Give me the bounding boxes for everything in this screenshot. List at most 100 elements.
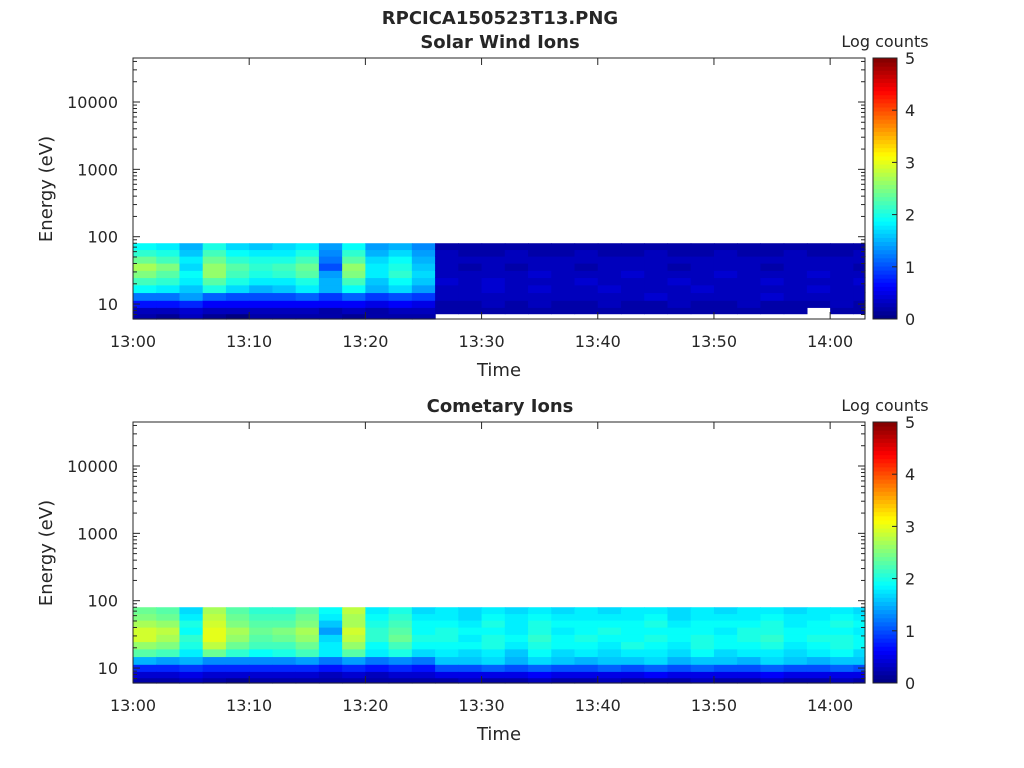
heatmap-cell — [621, 292, 645, 301]
heatmap-cell — [179, 277, 204, 286]
heatmap-cell — [365, 313, 390, 320]
heatmap-cell — [667, 607, 692, 615]
heatmap-cell — [388, 641, 413, 650]
heatmap-cell — [156, 656, 181, 665]
heatmap-cell — [435, 249, 459, 257]
heatmap-cell — [737, 648, 762, 658]
heatmap-cell — [597, 664, 622, 672]
heatmap-cell — [202, 270, 227, 279]
colorbar-segment — [873, 650, 897, 655]
heatmap-cell — [179, 620, 204, 628]
heatmap-cell — [574, 641, 599, 650]
colorbar-segment — [873, 119, 897, 124]
heatmap-cell — [853, 307, 866, 315]
x-tick-label: 13:40 — [575, 696, 621, 715]
heatmap-cell — [597, 613, 622, 621]
heatmap-cell — [551, 243, 576, 251]
colorbar-segment — [873, 94, 897, 100]
heatmap-cell — [133, 627, 157, 635]
colorbar-segment — [873, 139, 897, 145]
heatmap-cell — [388, 256, 413, 264]
heatmap-cell — [504, 300, 529, 308]
colorbar-frame — [872, 421, 898, 684]
heatmap-cell — [179, 300, 204, 308]
heatmap-cell — [737, 677, 762, 684]
heatmap-cell — [365, 627, 390, 635]
heatmap-cell — [551, 620, 576, 628]
heatmap-cell — [272, 243, 297, 251]
heatmap-cell — [272, 313, 297, 320]
heatmap-cell — [249, 620, 274, 628]
heatmap-cell — [388, 627, 413, 635]
colorbar-segment — [873, 278, 897, 283]
heatmap-cell — [318, 607, 343, 615]
heatmap-cell — [458, 300, 483, 308]
heatmap-cell — [133, 677, 157, 684]
heatmap-cell — [713, 656, 738, 665]
colorbar-segment — [873, 422, 897, 427]
heatmap-cell — [225, 249, 250, 257]
heatmap-cell — [156, 664, 181, 672]
colorbar-segment — [873, 192, 897, 198]
heatmap-cell — [713, 613, 738, 621]
heatmap-cell — [202, 671, 227, 679]
heatmap-cell — [318, 243, 343, 251]
heatmap-cell — [458, 648, 483, 658]
heatmap-cell — [853, 620, 866, 628]
colorbar-segment — [873, 123, 897, 128]
heatmap-cell — [621, 634, 645, 643]
heatmap-cell — [806, 634, 831, 643]
heatmap-cell — [597, 607, 622, 615]
heatmap-cell — [295, 292, 320, 301]
heatmap-cell — [318, 292, 343, 301]
heatmap-cell — [318, 656, 343, 665]
colorbar-segment — [873, 638, 897, 643]
heatmap-cell — [504, 292, 529, 301]
heatmap-cell — [760, 277, 785, 286]
colorbar-segment — [873, 225, 897, 230]
heatmap-cell — [853, 277, 866, 286]
heatmap-cell — [179, 313, 204, 320]
plot-frame — [132, 57, 866, 320]
heatmap-cell — [156, 270, 181, 279]
heatmap-cell — [830, 607, 854, 615]
colorbar-segment — [873, 470, 897, 476]
heatmap-cell — [179, 243, 204, 251]
colorbar-segment — [873, 229, 897, 234]
heatmap-cell — [737, 270, 762, 279]
colorbar-label: Log counts — [841, 32, 928, 51]
heatmap-cell — [295, 671, 320, 679]
heatmap-cell — [690, 277, 715, 286]
heatmap-cell — [644, 613, 669, 621]
heatmap-cell — [551, 656, 576, 665]
colorbar-segment — [873, 515, 897, 521]
heatmap-cell — [365, 664, 390, 672]
heatmap-cell — [551, 648, 576, 658]
heatmap-cell — [597, 627, 622, 635]
heatmap-cell — [551, 664, 576, 672]
heatmap-cell — [551, 277, 576, 286]
heatmap-cell — [133, 664, 157, 672]
heatmap-cell — [249, 270, 274, 279]
heatmap-cell — [365, 671, 390, 679]
colorbar-segment — [873, 298, 897, 304]
heatmap-cell — [272, 627, 297, 635]
colorbar-segment — [873, 270, 897, 275]
colorbar-segment — [873, 601, 897, 607]
heatmap-cell — [551, 307, 576, 315]
heatmap-cell — [597, 243, 622, 251]
colorbar-segment — [873, 82, 897, 88]
colorbar-segment — [873, 58, 897, 63]
heatmap-cell — [481, 292, 506, 301]
heatmap-cell — [156, 256, 181, 264]
heatmap-cell — [481, 620, 506, 628]
heatmap-cell — [249, 664, 274, 672]
heatmap-cell — [621, 620, 645, 628]
heatmap-cell — [202, 677, 227, 684]
colorbar-segment — [873, 556, 897, 562]
heatmap-cell — [272, 607, 297, 615]
heatmap-cell — [737, 292, 762, 301]
heatmap-cell — [179, 656, 204, 665]
heatmap-cell — [342, 620, 366, 628]
heatmap-cell — [830, 307, 854, 315]
